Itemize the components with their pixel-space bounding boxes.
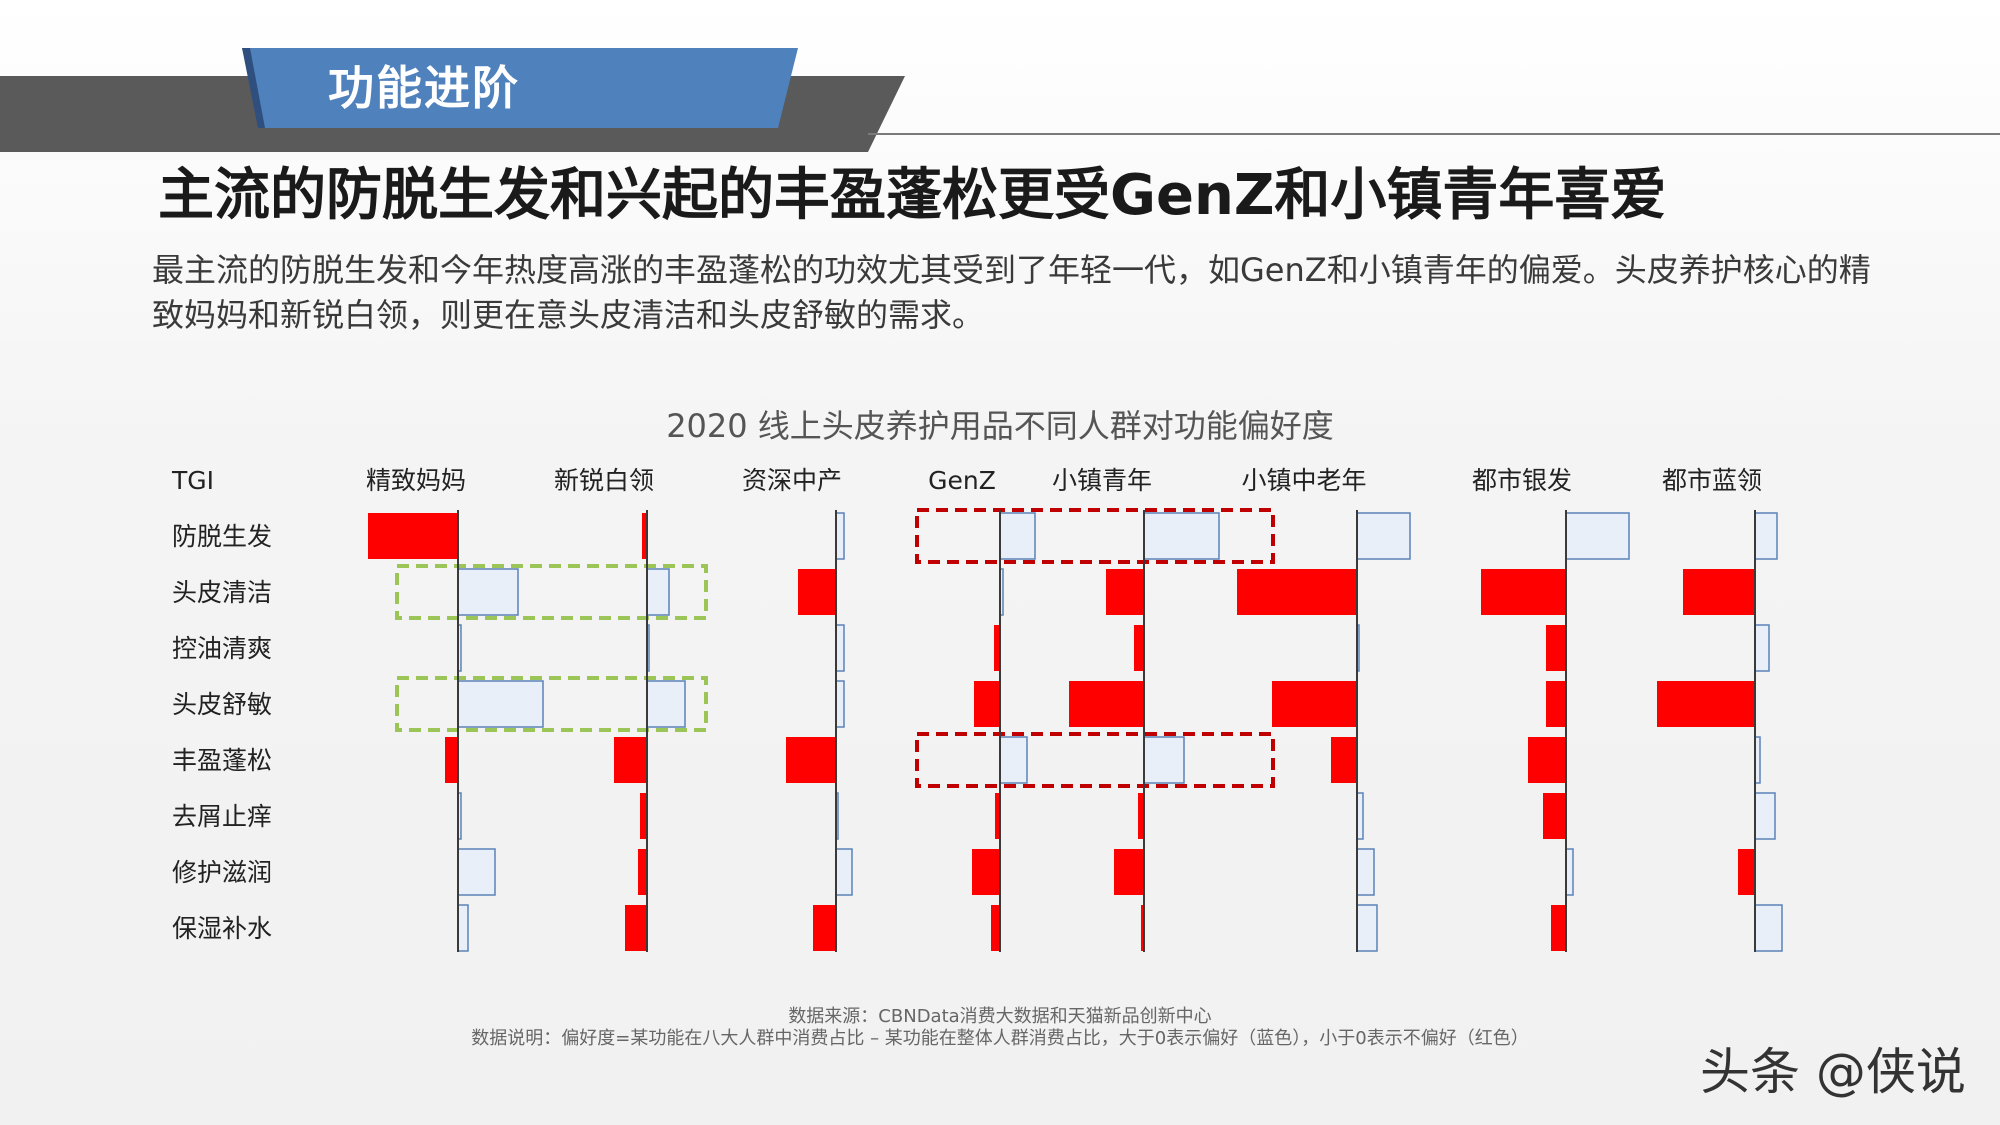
category-label: 控油清爽: [172, 634, 272, 663]
series-label: 都市银发: [1472, 466, 1572, 495]
series-label: GenZ: [928, 466, 996, 495]
bar: [1134, 625, 1144, 671]
data-source-note: 数据来源：CBNData消费大数据和天猫新品创新中心: [788, 1006, 1212, 1027]
series-label: 小镇中老年: [1241, 466, 1366, 495]
bar: [642, 513, 647, 559]
banner-blue-tab-edge: [242, 48, 265, 128]
bar: [835, 680, 845, 728]
bar: [457, 568, 519, 616]
bar: [457, 848, 496, 896]
category-label: 头皮清洁: [172, 578, 272, 607]
bar: [646, 680, 686, 728]
chart-title: 2020 线上头皮养护用品不同人群对功能偏好度: [666, 407, 1334, 445]
bar: [995, 793, 1000, 839]
bar: [1546, 681, 1566, 727]
highlight-box-red: [915, 732, 1275, 788]
bar: [1683, 569, 1755, 615]
highlight-box-green: [395, 676, 708, 732]
bar: [999, 736, 1028, 784]
bar: [638, 849, 647, 895]
bar: [1754, 904, 1783, 952]
category-label: 去屑止痒: [172, 802, 272, 831]
bar: [813, 905, 836, 951]
category-label: 防脱生发: [172, 522, 272, 551]
bar: [368, 513, 458, 559]
bar: [1528, 737, 1566, 783]
bar: [1565, 512, 1630, 560]
series-label: 精致妈妈: [366, 466, 466, 495]
series-label: 新锐白领: [554, 466, 654, 495]
highlight-boxes: [395, 508, 1275, 788]
bar: [835, 512, 845, 560]
bar: [1546, 625, 1566, 671]
bar: [1657, 681, 1755, 727]
series-label: 资深中产: [742, 466, 842, 495]
bar: [1143, 736, 1185, 784]
page-title: 主流的防脱生发和兴起的丰盈蓬松更受GenZ和小镇青年喜爱: [158, 163, 1667, 228]
bar: [457, 904, 469, 952]
bar: [614, 737, 647, 783]
bar: [625, 905, 647, 951]
category-label: 头皮舒敏: [172, 690, 272, 719]
highlight-box-green: [395, 564, 708, 620]
chart-labels: 精致妈妈 新锐白领 资深中产 GenZ 小镇青年 小镇中老年 都市银发 都市蓝领防脱生发头皮清…: [172, 466, 1762, 943]
bar: [974, 681, 1000, 727]
bar-marks: [368, 512, 1783, 952]
bar: [1356, 512, 1411, 560]
bar: [1106, 569, 1144, 615]
bar: [1754, 792, 1776, 840]
bar: [835, 624, 845, 672]
bar: [999, 512, 1036, 560]
bar: [1754, 512, 1778, 560]
bar: [1114, 849, 1144, 895]
section-label: 功能进阶: [328, 61, 520, 115]
bar: [1069, 681, 1144, 727]
bar: [646, 568, 670, 616]
bar: [1738, 849, 1755, 895]
bar: [1551, 905, 1566, 951]
bar: [972, 849, 1000, 895]
bar: [457, 680, 544, 728]
bar: [640, 793, 647, 839]
bar: [1272, 681, 1357, 727]
zero-lines: [457, 510, 1756, 952]
header-banner: [0, 48, 2000, 152]
category-label: 丰盈蓬松: [172, 746, 272, 775]
series-label: 小镇青年: [1052, 466, 1152, 495]
bar: [1143, 512, 1220, 560]
highlight-box-red: [915, 508, 1275, 564]
bar: [786, 737, 836, 783]
bar: [1565, 848, 1574, 896]
bar: [1356, 848, 1375, 896]
bar: [1754, 624, 1770, 672]
bar: [1331, 737, 1357, 783]
data-explanation-note: 数据说明：偏好度=某功能在八大人群中消费占比 – 某功能在整体人群消费占比，大于…: [471, 1028, 1529, 1049]
bar: [991, 905, 1000, 951]
bar: [835, 848, 853, 896]
bar: [445, 737, 458, 783]
bar: [1543, 793, 1566, 839]
bar: [798, 569, 836, 615]
category-label: 修护滋润: [172, 858, 272, 887]
series-label: 都市蓝领: [1662, 466, 1762, 495]
bar: [1356, 904, 1378, 952]
watermark: 头条 @侠说: [1700, 1043, 1966, 1101]
category-label: 保湿补水: [172, 914, 272, 943]
corner-label: TGI: [171, 466, 214, 495]
bar: [1141, 905, 1144, 951]
banner-blue-tab: [242, 48, 798, 128]
bar: [994, 625, 1000, 671]
page-description: 最主流的防脱生发和今年热度高涨的丰盈蓬松的功效尤其受到了年轻一代，如GenZ和小…: [152, 251, 1871, 334]
bar: [1481, 569, 1566, 615]
bar: [1138, 793, 1144, 839]
bar: [1237, 569, 1357, 615]
